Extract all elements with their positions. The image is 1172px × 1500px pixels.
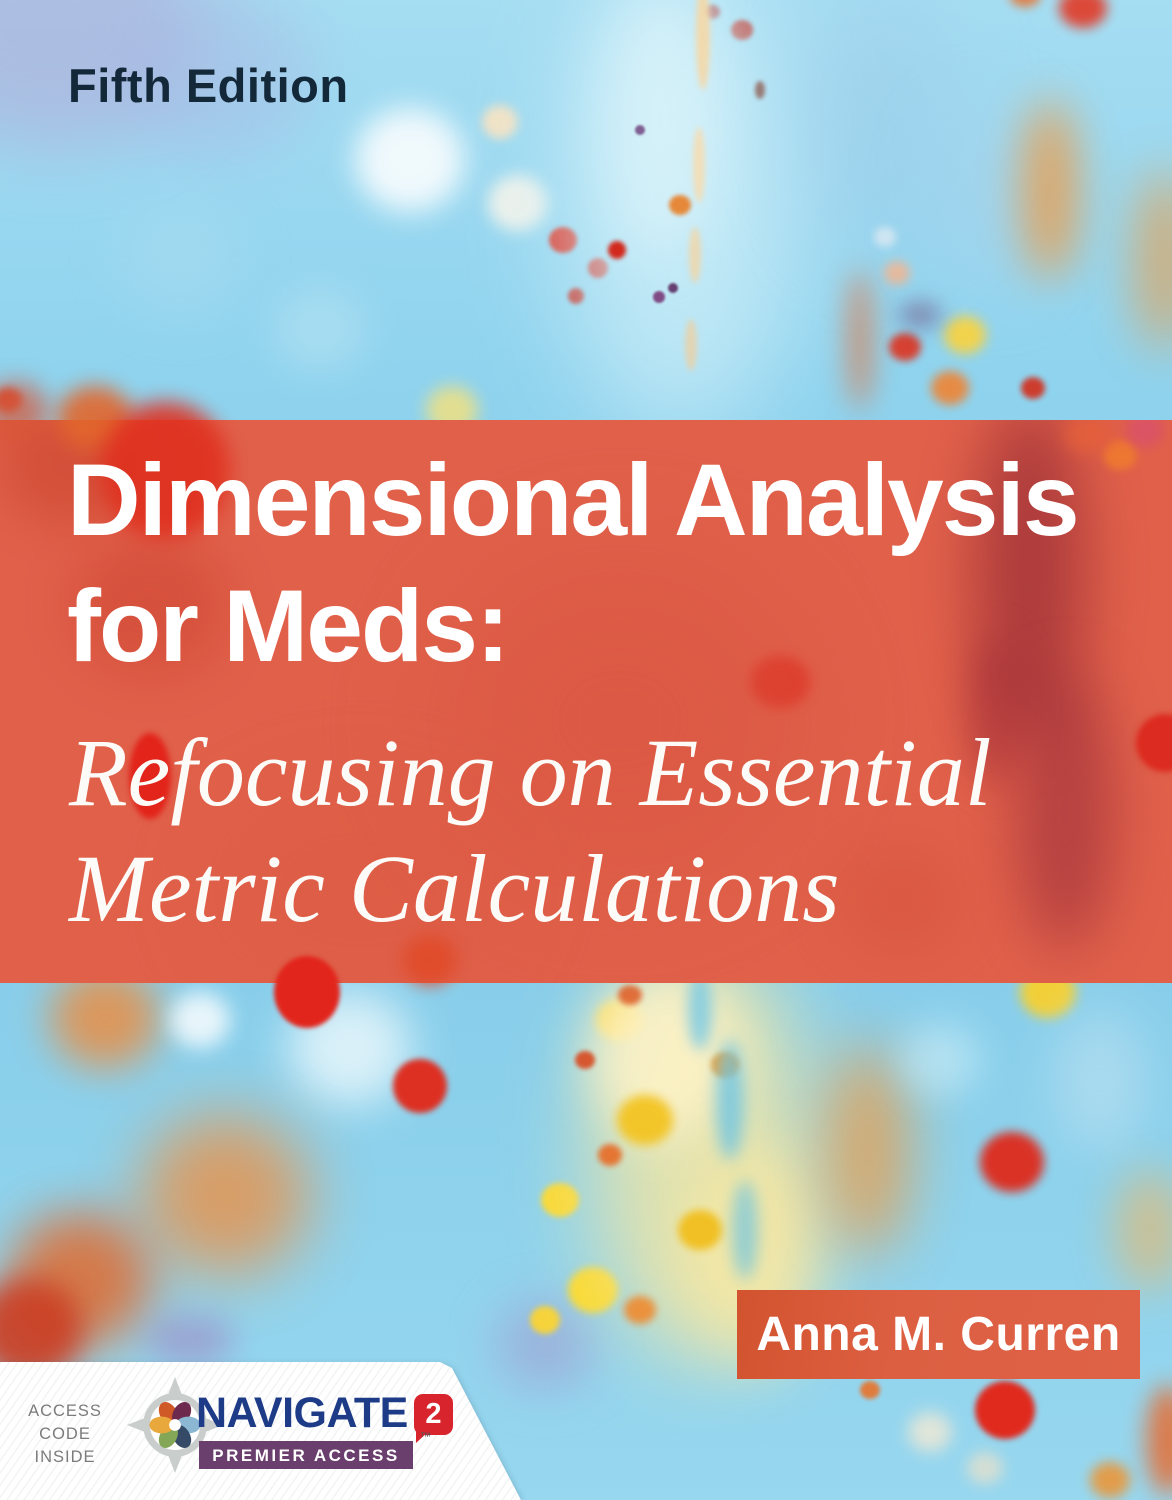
bokeh-dot <box>1064 420 1112 454</box>
bokeh-dot <box>1126 420 1164 447</box>
bokeh-dot <box>840 850 960 950</box>
bokeh-dot <box>668 283 678 293</box>
bokeh-dot <box>72 535 228 675</box>
bokeh-dot <box>129 733 171 819</box>
premier-access-bar: PREMIER ACCESS <box>199 1441 413 1469</box>
bokeh-dot <box>170 992 230 1048</box>
bokeh-dot <box>826 1045 910 1255</box>
bokeh-dot <box>1022 100 1078 280</box>
bokeh-dot <box>732 1180 758 1280</box>
bokeh-dot <box>755 81 765 99</box>
badge-number: 2 <box>425 1398 442 1430</box>
access-code-note: ACCESS CODE INSIDE <box>28 1402 102 1466</box>
bokeh-dot <box>874 227 896 247</box>
title-block: Dimensional Analysis for Meds: Refocusin… <box>67 437 1127 947</box>
bokeh-dot <box>980 1132 1044 1192</box>
bokeh-dot <box>1103 440 1137 470</box>
bokeh-dot <box>403 935 457 985</box>
premier-access-label: PREMIER ACCESS <box>212 1445 400 1465</box>
trademark-symbol: ™ <box>420 1431 431 1443</box>
bokeh-dot <box>274 956 340 1028</box>
bokeh-dot <box>140 1115 310 1275</box>
bokeh-dot <box>860 1381 880 1399</box>
bokeh-dot <box>900 1024 980 1096</box>
bokeh-dot <box>120 205 240 315</box>
bokeh-dot <box>967 1452 1003 1484</box>
bokeh-dot <box>975 1381 1035 1439</box>
bokeh-dot <box>145 1314 235 1366</box>
bokeh-dot <box>1009 0 1041 7</box>
compass-icon <box>126 1376 224 1474</box>
bokeh-dot <box>430 550 810 890</box>
bokeh-dot <box>635 125 645 135</box>
bokeh-dot <box>50 968 160 1068</box>
bokeh-dot <box>393 1059 447 1113</box>
navigate-banner: ACCESS CODE INSIDE NAVIGATE 2 ™ PREMIER … <box>0 1362 530 1500</box>
bokeh-dot <box>750 656 810 708</box>
bokeh-dot <box>1017 670 1113 950</box>
bokeh-dot <box>1055 1010 1145 1150</box>
bokeh-dot <box>685 319 697 371</box>
bokeh-dot <box>541 1183 579 1217</box>
bokeh-dot <box>810 0 950 250</box>
bokeh-dot <box>689 227 701 283</box>
bokeh-dot <box>115 0 315 160</box>
bokeh-dot <box>716 1040 744 1160</box>
edition-label: Fifth Edition <box>68 59 349 112</box>
bokeh-dot <box>608 241 626 259</box>
author-block: Anna M. Curren <box>737 1290 1140 1379</box>
bokeh-dot <box>275 290 365 370</box>
bokeh-dot <box>696 0 710 90</box>
navigate-2-badge: 2 <box>414 1394 453 1435</box>
bokeh-dot <box>693 127 705 203</box>
bokeh-dot <box>931 371 969 405</box>
bokeh-dot <box>488 175 548 231</box>
bokeh-dot <box>482 105 518 139</box>
bokeh-dot <box>624 1296 656 1324</box>
bokeh-dot <box>1115 1170 1172 1290</box>
bokeh-dot <box>530 1306 560 1334</box>
bokeh-dot <box>100 402 230 538</box>
bokeh-dot <box>1021 377 1045 399</box>
book-title: Dimensional Analysis for Meds: <box>67 443 1080 683</box>
bokeh-dot <box>944 316 986 354</box>
bokeh-dot <box>889 333 921 361</box>
bokeh-dot <box>848 270 872 410</box>
bokeh-dot <box>355 108 465 212</box>
bokeh-dot <box>598 1144 622 1166</box>
book-subtitle: Refocusing on Essential Metric Calculati… <box>69 719 992 942</box>
author-name: Anna M. Curren <box>756 1307 1121 1361</box>
bokeh-dot <box>618 985 642 1005</box>
bokeh-dot <box>908 1412 952 1452</box>
bokeh-dot <box>617 1095 673 1145</box>
bokeh-dot <box>884 261 910 285</box>
bokeh-dot <box>653 291 665 303</box>
bokeh-dot <box>669 195 691 215</box>
bokeh-dot <box>688 970 712 1050</box>
bokeh-dot <box>568 1267 618 1313</box>
bokeh-dot <box>678 1210 722 1250</box>
bokeh-dot <box>1090 1462 1130 1498</box>
navigate-logo-text: NAVIGATE <box>196 1389 408 1437</box>
bokeh-dot <box>575 1051 595 1069</box>
bokeh-dot <box>0 382 49 442</box>
bokeh-dot <box>898 301 942 329</box>
bokeh-dot <box>967 635 1023 785</box>
bokeh-dot <box>210 795 510 983</box>
